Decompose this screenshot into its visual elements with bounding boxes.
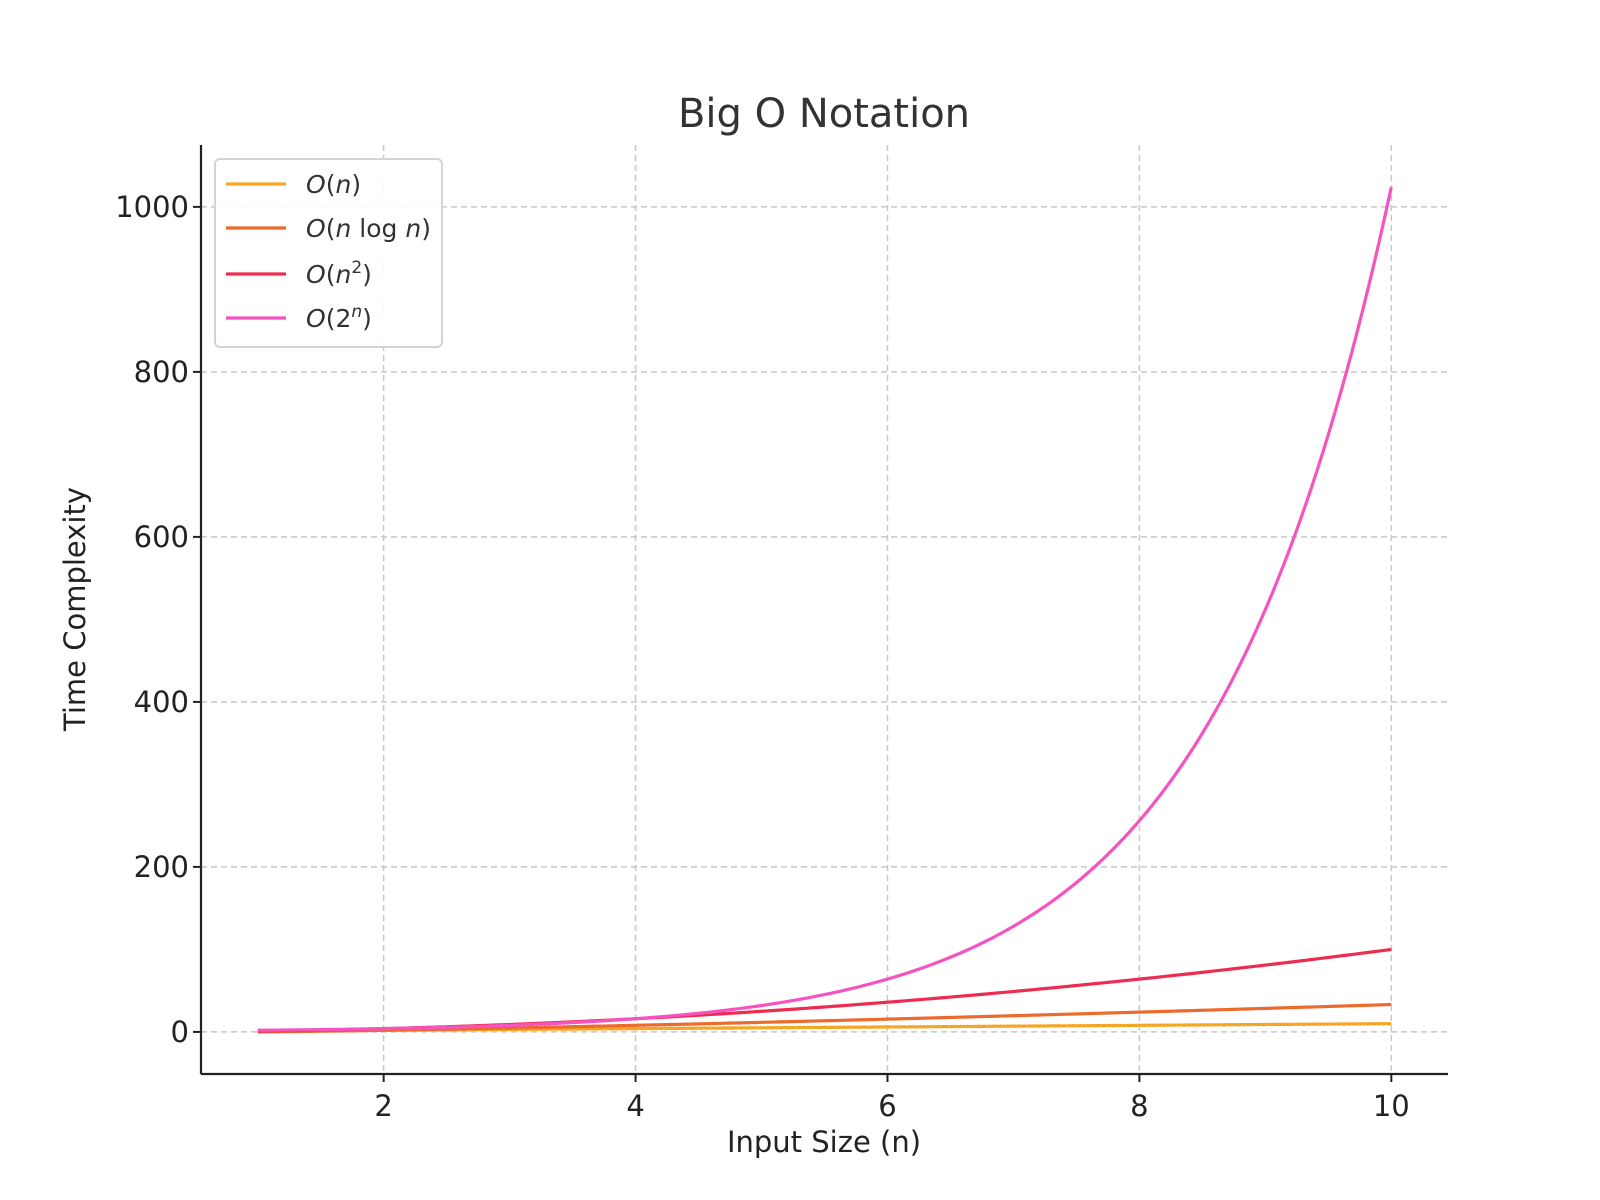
axes [199,145,1448,1076]
y-axis-label: Time Complexity [58,487,92,732]
legend: O(n) O(n log n) O(n2) O(2n) [214,158,443,348]
x-axis-label: Input Size (n) [727,1125,921,1159]
y-tick-label: 200 [134,850,189,884]
legend-box [214,158,443,348]
x-tick-label: 10 [1373,1089,1410,1123]
series-lines [257,186,1393,1034]
y-tick-label: 800 [134,355,189,389]
y-tick-label: 1000 [115,190,189,224]
legend-label-2: O(n2) [306,258,372,289]
ticks: 2 4 6 8 10 0 200 400 600 800 1000 [115,190,1410,1123]
x-tick-label: 2 [374,1089,392,1123]
y-tick-label: 0 [171,1015,189,1049]
y-tick-label: 600 [134,520,189,554]
x-tick-label: 8 [1130,1089,1148,1123]
y-tick-label: 400 [134,685,189,719]
grid-lines [201,145,1448,1074]
series-line-3 [257,186,1393,1032]
chart-title: Big O Notation [678,91,970,137]
series-line-2 [257,947,1392,1033]
legend-label-1: O(n log n) [306,214,431,243]
legend-label-3: O(2n) [306,302,372,333]
x-tick-label: 6 [878,1089,896,1123]
legend-label-0: O(n) [306,170,361,199]
x-tick-label: 4 [626,1089,644,1123]
series-line-1 [257,1002,1392,1034]
